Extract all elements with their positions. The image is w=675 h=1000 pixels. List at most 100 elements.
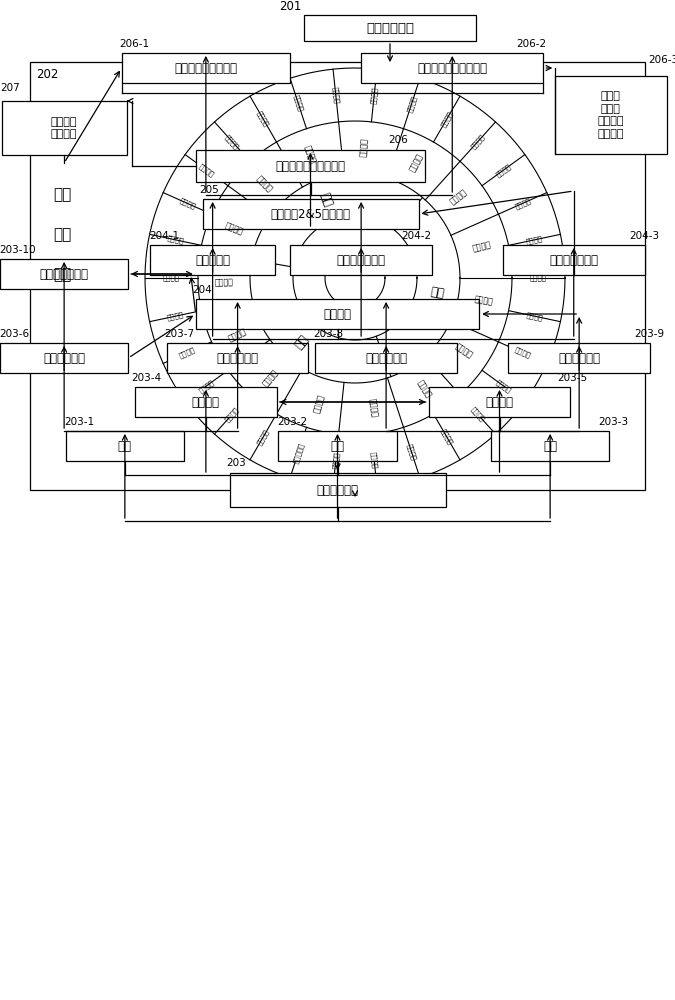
Text: 白色之纯: 白色之纯 xyxy=(472,240,493,253)
Text: 新装饰主义: 新装饰主义 xyxy=(292,441,304,464)
Bar xyxy=(0,343,128,373)
Text: 202: 202 xyxy=(36,68,58,81)
Text: 205: 205 xyxy=(199,185,219,195)
Text: 主题元素收集: 主题元素收集 xyxy=(217,352,259,364)
Text: 北美阳光: 北美阳光 xyxy=(227,327,248,344)
Text: 203-9: 203-9 xyxy=(634,329,665,339)
Bar xyxy=(315,343,457,373)
Text: 206: 206 xyxy=(388,135,408,145)
Text: 收集的核心元素: 收集的核心元素 xyxy=(337,253,385,266)
Text: 生成主题系列风格蓝图: 生成主题系列风格蓝图 xyxy=(275,159,346,172)
Text: 收集的空间: 收集的空间 xyxy=(195,253,230,266)
Text: 查看收集: 查看收集 xyxy=(323,308,352,320)
Text: 极简抽象: 极简抽象 xyxy=(448,188,468,207)
Text: 203-1: 203-1 xyxy=(64,417,94,427)
Text: 民居意象: 民居意象 xyxy=(254,174,274,194)
Bar xyxy=(508,343,650,373)
Bar xyxy=(429,387,570,417)
Bar xyxy=(65,431,184,461)
Text: 203-6: 203-6 xyxy=(0,329,30,339)
Text: 多彩生活: 多彩生活 xyxy=(526,235,543,245)
Text: 欧式: 欧式 xyxy=(318,191,335,208)
Text: 204-1: 204-1 xyxy=(149,231,180,241)
Text: 极简抽象: 极简抽象 xyxy=(470,133,486,150)
Bar xyxy=(290,245,432,275)
Text: 与美木材: 与美木材 xyxy=(331,87,340,104)
Text: 仿生数码: 仿生数码 xyxy=(439,110,454,128)
Text: 206-3: 206-3 xyxy=(648,55,675,65)
Text: 美洲阳光: 美洲阳光 xyxy=(331,452,340,469)
Text: 光之文化: 光之文化 xyxy=(261,368,280,389)
Text: 聆早宁静: 聆早宁静 xyxy=(163,275,180,281)
Text: 203-7: 203-7 xyxy=(165,329,195,339)
Text: 推荐的主题系列案例: 推荐的主题系列案例 xyxy=(174,62,238,75)
Bar xyxy=(503,245,645,275)
Text: 与置自然: 与置自然 xyxy=(302,144,318,165)
Bar xyxy=(30,62,645,490)
Text: 分享到
移动端
本地打印
邮件分享: 分享到 移动端 本地打印 邮件分享 xyxy=(597,91,624,139)
Text: 写意白描: 写意白描 xyxy=(359,138,369,157)
Text: 选择: 选择 xyxy=(53,188,71,202)
Text: 欧典香颂: 欧典香颂 xyxy=(223,221,244,237)
Text: 206-1: 206-1 xyxy=(119,39,150,49)
Text: 高档: 高档 xyxy=(118,440,132,452)
Text: 低档: 低档 xyxy=(543,440,557,452)
Text: 数据关联
项目清单: 数据关联 项目清单 xyxy=(51,117,78,139)
Bar xyxy=(122,53,290,83)
Text: 中档: 中档 xyxy=(331,440,344,452)
Text: 204-2: 204-2 xyxy=(402,231,432,241)
Bar xyxy=(304,15,476,41)
Text: 收集的主题元素: 收集的主题元素 xyxy=(549,253,598,266)
Text: 203-3: 203-3 xyxy=(599,417,629,427)
Text: 凡尔赛风: 凡尔赛风 xyxy=(198,378,215,394)
Bar xyxy=(150,245,275,275)
Text: 色彩天地: 色彩天地 xyxy=(474,295,494,307)
Text: 系列: 系列 xyxy=(53,267,71,282)
Bar xyxy=(196,150,425,182)
Text: 江南印象: 江南印象 xyxy=(178,197,196,210)
Text: 201: 201 xyxy=(279,0,302,13)
Text: 精装演绎: 精装演绎 xyxy=(470,406,486,423)
Text: 主题: 主题 xyxy=(53,228,71,242)
Text: 203-2: 203-2 xyxy=(277,417,307,427)
Text: 再次选择的空间和元素: 再次选择的空间和元素 xyxy=(417,62,487,75)
Text: 参观案例: 参观案例 xyxy=(485,395,514,408)
Text: 东南亚风: 东南亚风 xyxy=(178,346,196,359)
Text: 参观空间收集: 参观空间收集 xyxy=(365,352,407,364)
Text: 参观空间收集: 参观空间收集 xyxy=(558,352,600,364)
Text: 仿生数码: 仿生数码 xyxy=(408,152,425,173)
Bar xyxy=(167,343,308,373)
Text: 光之文化: 光之文化 xyxy=(416,379,433,400)
Text: 纯白世界: 纯白世界 xyxy=(514,197,532,210)
Text: 决策案例: 决策案例 xyxy=(192,395,220,408)
Text: 精装演艺: 精装演艺 xyxy=(312,394,326,414)
Bar xyxy=(135,387,277,417)
Bar xyxy=(1,101,127,155)
Text: 203-10: 203-10 xyxy=(0,245,36,255)
Bar xyxy=(361,53,543,83)
Text: 203-8: 203-8 xyxy=(313,329,344,339)
Text: 工业再造: 工业再造 xyxy=(526,311,543,321)
Text: 核心元素收集: 核心元素收集 xyxy=(43,352,85,364)
Text: 光绚之光: 光绚之光 xyxy=(367,398,379,418)
Text: 欧陆风情: 欧陆风情 xyxy=(215,278,234,287)
Text: 案例档次选择: 案例档次选择 xyxy=(317,484,358,496)
Bar xyxy=(278,431,397,461)
Bar xyxy=(230,473,446,507)
Text: 204-3: 204-3 xyxy=(629,231,659,241)
Text: 与置白描: 与置白描 xyxy=(370,87,379,104)
Text: 卢浮神韵: 卢浮神韵 xyxy=(167,311,184,321)
Text: 206-2: 206-2 xyxy=(516,39,547,49)
Text: 空间建造: 空间建造 xyxy=(514,346,532,359)
Text: 江南印象: 江南印象 xyxy=(198,162,215,178)
Bar xyxy=(0,259,128,289)
Text: 欧式田园: 欧式田园 xyxy=(224,406,240,423)
Text: 中装以墅: 中装以墅 xyxy=(439,428,454,446)
Text: 聆于宁静: 聆于宁静 xyxy=(167,235,184,245)
Text: 惠与自然: 惠与自然 xyxy=(292,94,304,113)
Text: 橡木庄园: 橡木庄园 xyxy=(370,452,379,469)
Text: 中式: 中式 xyxy=(292,332,311,352)
Bar xyxy=(555,76,666,154)
Text: 铂色经典: 铂色经典 xyxy=(495,162,512,178)
Bar xyxy=(491,431,609,461)
